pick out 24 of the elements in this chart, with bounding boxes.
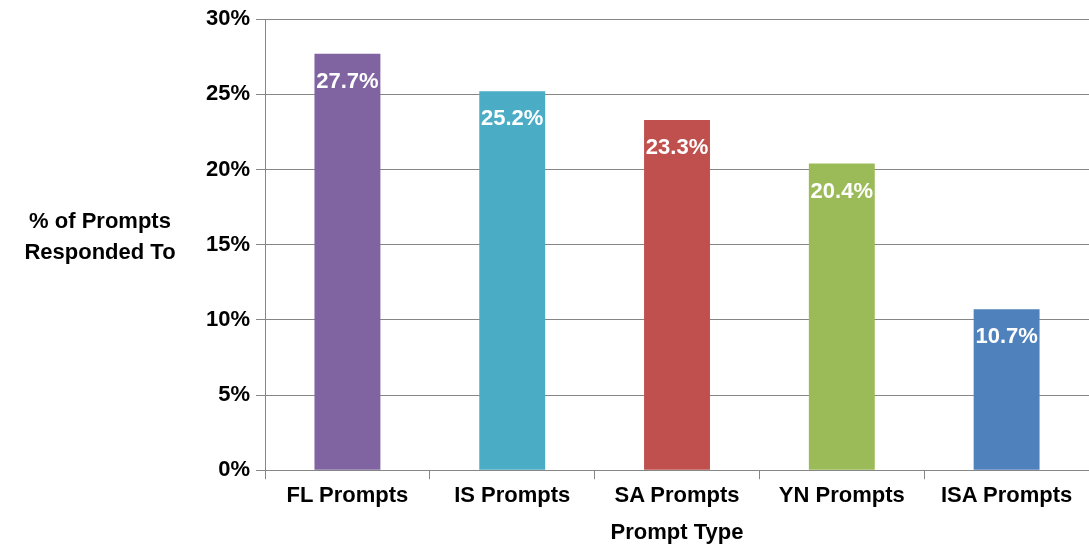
- data-label: 20.4%: [810, 177, 874, 203]
- y-tick-label: 15%: [205, 230, 251, 256]
- data-label: 10.7%: [975, 323, 1038, 349]
- data-label: 23.3%: [645, 133, 709, 159]
- x-tick-label: IS Prompts: [454, 482, 571, 508]
- y-tick-label: 0%: [218, 456, 251, 482]
- bar: [314, 53, 381, 470]
- data-label: 27.7%: [316, 67, 379, 93]
- x-tick-label: SA Prompts: [614, 482, 740, 508]
- bar: [644, 119, 710, 470]
- x-axis-title: Prompt Type: [610, 518, 744, 544]
- y-tick-label: 5%: [218, 381, 251, 407]
- y-tick-label: 20%: [205, 155, 251, 181]
- data-label: 25.2%: [481, 105, 544, 131]
- x-tick-label: FL Prompts: [286, 482, 409, 508]
- bar: [808, 163, 875, 470]
- y-tick-label: 25%: [205, 80, 251, 106]
- y-tick-label: 30%: [205, 5, 251, 31]
- y-axis-title: % of Prompts Responded To: [23, 207, 177, 266]
- y-tick-label: 10%: [205, 305, 251, 331]
- bar: [479, 91, 546, 470]
- x-tick-label: YN Prompts: [778, 482, 905, 508]
- bar: [973, 309, 1040, 470]
- x-tick-label: ISA Prompts: [940, 482, 1073, 508]
